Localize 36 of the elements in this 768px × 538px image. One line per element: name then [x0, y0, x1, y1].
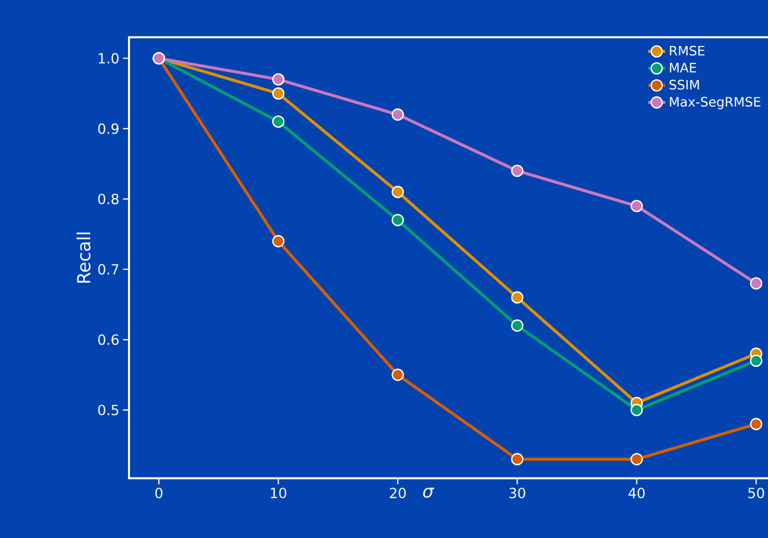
point — [511, 319, 524, 332]
x-tick-label: 40 — [628, 488, 645, 498]
point — [750, 354, 762, 367]
point — [630, 200, 643, 212]
point — [750, 418, 762, 430]
point — [511, 164, 524, 177]
y-tick-label: 1.0 — [98, 53, 119, 64]
x-tick-label: 20 — [390, 488, 406, 498]
x-tick-label: 10 — [270, 488, 286, 498]
point — [511, 291, 524, 304]
point — [272, 235, 284, 248]
x-tick-label: 30 — [509, 488, 526, 498]
y-tick-label: 0.8 — [98, 194, 119, 204]
point — [272, 87, 284, 100]
y-tick-label: 0.6 — [98, 334, 119, 345]
point — [392, 108, 404, 121]
x-axis-title: σ — [423, 488, 434, 498]
x-tick-label: 50 — [748, 488, 764, 498]
legend-label: RMSE — [670, 46, 704, 56]
legend-label: Max-SegRMSE — [670, 96, 760, 110]
point — [272, 73, 284, 86]
legend-label: SSIM — [670, 80, 699, 90]
point — [750, 277, 762, 290]
legend-label: MAE — [670, 62, 696, 72]
y-tick-label: 0.5 — [98, 404, 118, 416]
point — [392, 368, 404, 381]
point — [511, 453, 524, 466]
point — [630, 453, 643, 466]
y-tick-label: 0.9 — [98, 123, 119, 134]
point — [392, 214, 404, 226]
x-tick-label: 0 — [155, 488, 162, 498]
y-axis-title: Recall — [76, 232, 90, 283]
point — [272, 115, 284, 128]
y-tick-label: 0.7 — [98, 264, 118, 275]
point — [392, 186, 404, 198]
point — [630, 404, 643, 416]
